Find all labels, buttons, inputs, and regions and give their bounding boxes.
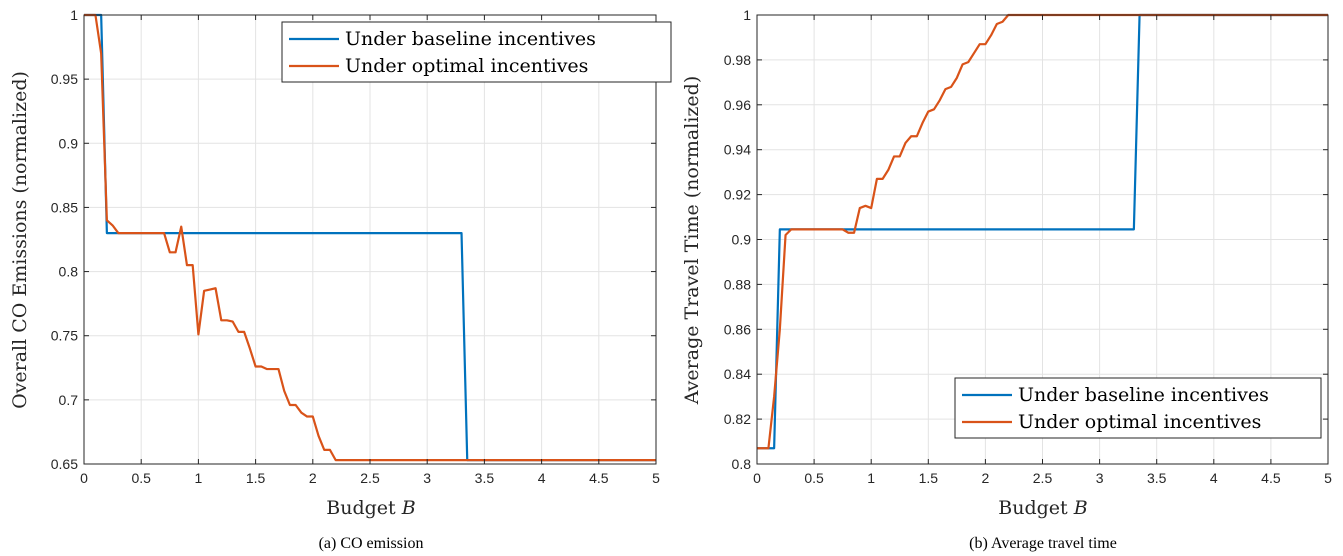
series-optimal-line — [84, 13, 656, 462]
chart-co-emission: 0 0.5 1 1.5 2 2.5 3 3.5 4 4.5 5 0.65 0.7 0.75 0.8 0.85 0… — [9, 7, 672, 552]
x-axis-label-text: Budget — [326, 497, 401, 519]
y-tick-label: 0.92 — [724, 187, 751, 203]
y-tick-label: 0.9 — [732, 232, 752, 248]
x-tick-label: 0.5 — [131, 470, 151, 486]
y-tick-label: 0.8 — [732, 456, 752, 472]
x-axis-label-var: B — [1073, 497, 1088, 519]
legend-box — [954, 377, 1322, 439]
series-optimal-line — [757, 13, 1328, 450]
legend: Under baseline incentives Under optimal i… — [281, 21, 672, 83]
x-tick-label: 2.5 — [360, 470, 380, 486]
y-tick-label: 0.85 — [51, 199, 78, 215]
y-tick-label: 0.75 — [51, 328, 78, 344]
x-axis-label-var: B — [401, 497, 416, 519]
x-tick-label: 4.5 — [589, 470, 609, 486]
y-tick-label: 0.88 — [724, 276, 751, 292]
x-tick-label: 3.5 — [1147, 470, 1167, 486]
x-tick-label: 2 — [982, 470, 990, 486]
x-tick-label: 0 — [80, 470, 88, 486]
legend-label-optimal: Under optimal incentives — [345, 55, 588, 77]
y-axis-label: Average Travel Time (normalized) — [681, 76, 703, 406]
chart-travel-time: 0 0.5 1 1.5 2 2.5 3 3.5 4 4.5 5 0.8 0.82 0.84 0.86 0.88… — [681, 7, 1332, 552]
legend-label-optimal: Under optimal incentives — [1018, 411, 1261, 433]
legend-label-baseline: Under baseline incentives — [345, 28, 596, 50]
x-tick-label: 5 — [652, 470, 660, 486]
y-tick-label: 0.9 — [59, 135, 79, 151]
x-axis-label-text: Budget — [998, 497, 1073, 519]
x-tick-label: 2 — [309, 470, 317, 486]
y-tick-label: 0.95 — [51, 71, 78, 87]
x-tick-label: 5 — [1324, 470, 1332, 486]
y-tick-label: 0.65 — [51, 456, 78, 472]
x-tick-label: 4.5 — [1261, 470, 1281, 486]
x-tick-label: 1 — [195, 470, 203, 486]
y-tick-label: 0.86 — [724, 321, 751, 337]
y-tick-label: 0.7 — [59, 392, 79, 408]
x-axis-label: Budget B — [326, 497, 415, 519]
legend: Under baseline incentives Under optimal i… — [954, 377, 1322, 439]
y-tick-label: 0.8 — [59, 264, 79, 280]
x-tick-label: 3 — [1096, 470, 1104, 486]
y-tick-label: 1 — [70, 7, 78, 23]
x-tick-label: 2.5 — [1033, 470, 1053, 486]
x-tick-label: 4 — [538, 470, 546, 486]
y-tick-label: 0.82 — [724, 411, 751, 427]
x-tick-label: 3 — [423, 470, 431, 486]
legend-label-baseline: Under baseline incentives — [1018, 384, 1269, 406]
x-tick-label: 1.5 — [246, 470, 266, 486]
x-tick-label: 4 — [1210, 470, 1218, 486]
y-tick-label: 0.96 — [724, 97, 751, 113]
y-tick-label: 1 — [743, 7, 751, 23]
x-tick-label: 1.5 — [919, 470, 939, 486]
y-tick-label: 0.84 — [724, 366, 751, 382]
chart-caption: (b) Average travel time — [969, 535, 1117, 552]
x-tick-label: 0.5 — [804, 470, 824, 486]
x-tick-label: 0 — [753, 470, 761, 486]
legend-box — [281, 21, 672, 83]
chart-caption: (a) CO emission — [319, 535, 424, 552]
x-tick-label: 3.5 — [475, 470, 495, 486]
y-axis-label: Overall CO Emissions (normalized) — [9, 71, 31, 409]
x-tick-label: 1 — [867, 470, 875, 486]
x-axis-label: Budget B — [998, 497, 1087, 519]
y-tick-label: 0.98 — [724, 52, 751, 68]
y-tick-label: 0.94 — [724, 142, 751, 158]
